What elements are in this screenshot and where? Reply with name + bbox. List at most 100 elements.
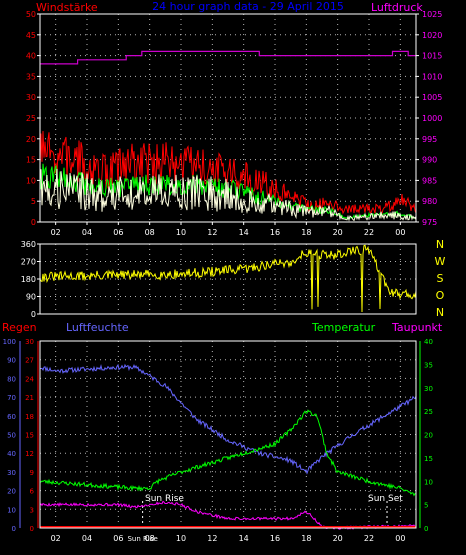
x-tick-label: 06	[113, 534, 123, 543]
x-tick-label: 12	[207, 228, 217, 237]
y-tick-temperature: 20	[424, 432, 433, 440]
y-tick-left: 0	[31, 310, 36, 319]
x-tick-label: 16	[270, 228, 280, 237]
y-tick-rain: 6	[30, 488, 35, 496]
y-tick-left: 5	[31, 197, 36, 206]
y-tick-humidity: 50	[7, 432, 16, 440]
y-tick-right: 1000	[422, 114, 442, 123]
y-tick-left: 45	[26, 31, 36, 40]
y-tick-temperature: 25	[424, 408, 433, 416]
y-tick-temperature: 15	[424, 455, 433, 463]
y-tick-left: 270	[21, 258, 36, 267]
label-regen: Regen	[2, 321, 37, 334]
y-tick-left: 10	[26, 176, 36, 185]
y-tick-humidity: 0	[12, 525, 16, 533]
y-tick-left: 35	[26, 72, 36, 81]
x-tick-label: 08	[145, 228, 155, 237]
y-tick-rain: 30	[25, 338, 34, 346]
x-tick-label: 00	[395, 228, 405, 237]
y-tick-rain: 9	[30, 469, 34, 477]
y-tick-humidity: 60	[7, 413, 16, 421]
y-tick-temperature: 0	[424, 525, 428, 533]
direction-panel: 0 90 180 270 360	[21, 240, 417, 319]
sun-set-label: Sun Set	[368, 494, 403, 504]
y-tick-temperature: 10	[424, 478, 433, 486]
humidity-panel: 0102030405060708090100036912151821242730…	[3, 338, 433, 543]
y-tick-right: 990	[422, 156, 437, 165]
y-tick-right: 1015	[422, 52, 442, 61]
temperature-series	[39, 409, 417, 497]
x-tick-label: 14	[239, 534, 249, 543]
y-tick-humidity: 10	[7, 506, 16, 514]
x-tick-label: 04	[82, 228, 92, 237]
y-tick-humidity: 80	[7, 375, 16, 383]
x-tick-label: 20	[333, 534, 343, 543]
y-tick-left: 50	[26, 10, 36, 19]
x-tick-label: 02	[51, 228, 61, 237]
y-tick-right: 1010	[422, 72, 442, 81]
y-tick-temperature: 35	[424, 361, 433, 369]
wind-gust-series	[39, 130, 417, 215]
y-tick-left: 15	[26, 156, 36, 165]
y-tick-rain: 3	[30, 506, 34, 514]
y-tick-rain: 21	[25, 394, 34, 402]
compass-label: N	[436, 306, 444, 319]
y-tick-right: 985	[422, 176, 437, 185]
compass-label: W	[435, 255, 446, 268]
x-tick-label: 02	[51, 534, 61, 543]
x-tick-label: 04	[82, 534, 92, 543]
y-tick-humidity: 40	[7, 450, 16, 458]
y-tick-rain: 0	[30, 525, 34, 533]
y-tick-temperature: 40	[424, 338, 433, 346]
y-tick-right: 995	[422, 135, 437, 144]
y-tick-left: 20	[26, 135, 36, 144]
y-tick-right: 980	[422, 197, 437, 206]
x-tick-label: 22	[364, 228, 374, 237]
y-tick-humidity: 30	[7, 469, 16, 477]
label-temperatur: Temperatur	[311, 321, 376, 334]
compass-label: N	[436, 238, 444, 251]
x-tick-label: 10	[176, 534, 186, 543]
y-tick-right: 975	[422, 218, 437, 227]
x-tick-label: 08	[145, 534, 155, 543]
compass-label: S	[437, 272, 444, 285]
y-tick-left: 30	[26, 93, 36, 102]
pressure-series	[40, 50, 416, 65]
wind-panel-frame	[39, 13, 417, 223]
label-taupunkt: Taupunkt	[391, 321, 443, 334]
y-tick-right: 1020	[422, 31, 442, 40]
y-tick-left: 360	[21, 240, 36, 249]
header-right-label: Luftdruck	[371, 1, 423, 14]
direction-panel-frame	[39, 243, 417, 315]
x-tick-label: 20	[333, 228, 343, 237]
y-tick-rain: 15	[25, 432, 34, 440]
label-luftfeuchte: Luftfeuchte	[66, 321, 129, 334]
wind-average-series	[39, 163, 416, 220]
y-tick-rain: 27	[25, 357, 34, 365]
x-tick-label: 10	[176, 228, 186, 237]
y-tick-temperature: 30	[424, 385, 433, 393]
y-tick-humidity: 90	[7, 357, 16, 365]
wind-speed-series	[39, 168, 417, 222]
x-tick-label: 06	[113, 228, 123, 237]
x-tick-label: 18	[301, 228, 311, 237]
humidity-series	[39, 363, 417, 475]
y-tick-left: 40	[26, 52, 36, 61]
x-tick-label: 12	[207, 534, 217, 543]
y-tick-humidity: 70	[7, 394, 16, 402]
sun-rise-label: Sun Rise	[145, 494, 184, 504]
y-tick-left: 25	[26, 114, 36, 123]
y-tick-rain: 24	[25, 375, 34, 383]
header-left-label: Windstärke	[36, 1, 98, 14]
wind-direction-series	[39, 244, 417, 313]
compass-label: O	[436, 289, 445, 302]
x-tick-label: Sun Rise	[127, 535, 157, 543]
x-tick-label: 22	[364, 534, 374, 543]
y-tick-humidity: 100	[3, 338, 16, 346]
y-tick-left: 90	[26, 293, 36, 302]
humidity-panel-frame	[39, 340, 417, 529]
y-tick-temperature: 5	[424, 502, 428, 510]
y-tick-right: 1025	[422, 10, 442, 19]
x-tick-label: 18	[301, 534, 311, 543]
y-tick-left: 0	[31, 218, 36, 227]
